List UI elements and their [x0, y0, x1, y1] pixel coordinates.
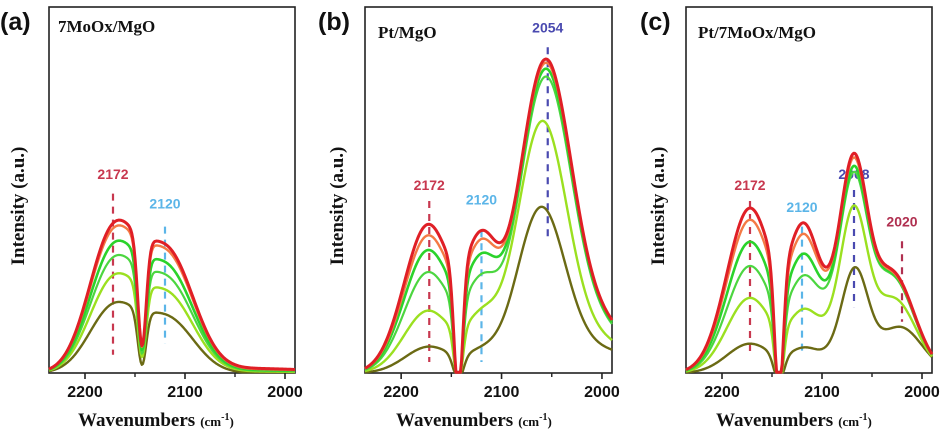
x-axis-ticks: 2200 2100 2000	[383, 373, 620, 401]
unit-exponent: -1	[539, 412, 547, 423]
x-axis-title-unit: (cm-1)	[518, 412, 552, 429]
x-tick-label: 2100	[484, 384, 520, 401]
x-axis-title-main: Wavenumbers	[396, 410, 513, 431]
peak-label: 2020	[886, 214, 917, 230]
x-axis-title-main: Wavenumbers	[716, 410, 833, 431]
peak-label: 2054	[532, 20, 563, 36]
y-axis-title: Intensity (a.u.)	[648, 147, 669, 266]
series-line-spectrum-5	[685, 204, 933, 374]
series-line-spectrum-2	[364, 61, 613, 374]
x-axis-title-unit: (cm-1)	[838, 412, 872, 429]
x-tick-label: 2200	[383, 384, 419, 401]
annotations: 2172 2120	[97, 166, 181, 355]
x-tick-label: 2200	[704, 384, 740, 401]
series-group	[48, 218, 296, 374]
peak-label: 2068	[838, 166, 869, 182]
unit-exponent: -1	[221, 412, 229, 423]
x-tick-label: 2000	[904, 384, 940, 401]
x-axis-title: Wavenumbers (cm-1)	[396, 410, 552, 431]
plot-frame	[685, 6, 933, 374]
y-axis-title: Intensity (a.u.)	[327, 147, 348, 266]
x-axis-title-unit: (cm-1)	[200, 412, 234, 429]
plot-frame	[364, 6, 613, 374]
series-line-spectrum-1	[685, 151, 934, 374]
x-tick-label: 2000	[267, 384, 303, 401]
panel-label: (c)	[640, 8, 671, 36]
series-line-spectrum-3	[685, 164, 934, 374]
peak-label: 2172	[734, 177, 765, 193]
series-group	[685, 151, 934, 374]
panel-b: (b) Pt/MgO 2172 2120 2054 2200 2100 2000 Int…	[318, 6, 620, 431]
series-group	[364, 57, 614, 374]
series-line-spectrum-6	[364, 205, 613, 374]
peak-label: 2172	[414, 177, 445, 193]
peak-label: 2120	[786, 199, 817, 215]
annotations: 2172 2120 2054	[414, 20, 564, 363]
series-line-spectrum-2	[685, 156, 934, 374]
series-line-spectrum-1	[48, 218, 296, 371]
x-tick-label: 2000	[584, 384, 620, 401]
series-line-spectrum-3	[364, 67, 614, 374]
peak-label: 2120	[466, 192, 497, 208]
unit-close: )	[229, 414, 233, 429]
x-tick-label: 2100	[167, 384, 203, 401]
panel-label: (a)	[0, 8, 31, 36]
peak-label: 2120	[149, 195, 180, 211]
x-axis-title: Wavenumbers (cm-1)	[78, 410, 234, 431]
peak-label: 2172	[97, 166, 128, 182]
x-tick-label: 2100	[804, 384, 840, 401]
series-line-spectrum-5	[48, 272, 296, 374]
x-tick-label: 2200	[67, 384, 103, 401]
unit-base: (cm	[838, 414, 859, 429]
panel-title: Pt/MgO	[378, 23, 437, 42]
unit-exponent: -1	[859, 412, 867, 423]
unit-close: )	[547, 414, 551, 429]
x-axis-ticks: 2200 2100 2000	[704, 373, 940, 401]
x-axis-ticks: 2200 2100 2000	[67, 373, 303, 401]
unit-close: )	[867, 414, 871, 429]
panel-title: Pt/7MoOx/MgO	[698, 23, 816, 42]
x-axis-title: Wavenumbers (cm-1)	[716, 410, 872, 431]
plot-frame	[48, 6, 296, 374]
series-line-spectrum-1	[364, 57, 614, 374]
panel-label: (b)	[318, 8, 350, 36]
panel-c: (c) Pt/7MoOx/MgO 2172 2120 2068 2020 2200 21…	[640, 6, 940, 431]
panel-title: 7MoOx/MgO	[58, 17, 155, 36]
series-line-spectrum-4	[364, 75, 613, 374]
unit-base: (cm	[518, 414, 539, 429]
unit-base: (cm	[200, 414, 221, 429]
series-line-spectrum-6	[685, 265, 933, 374]
series-line-spectrum-5	[364, 119, 613, 374]
panel-a: (a) 7MoOx/MgO 2172 2120 2200 2100 2000 Inte…	[0, 6, 303, 431]
annotations: 2172 2120 2068 2020	[734, 166, 918, 355]
x-axis-title-main: Wavenumbers	[78, 410, 195, 431]
y-axis-title: Intensity (a.u.)	[8, 147, 29, 266]
